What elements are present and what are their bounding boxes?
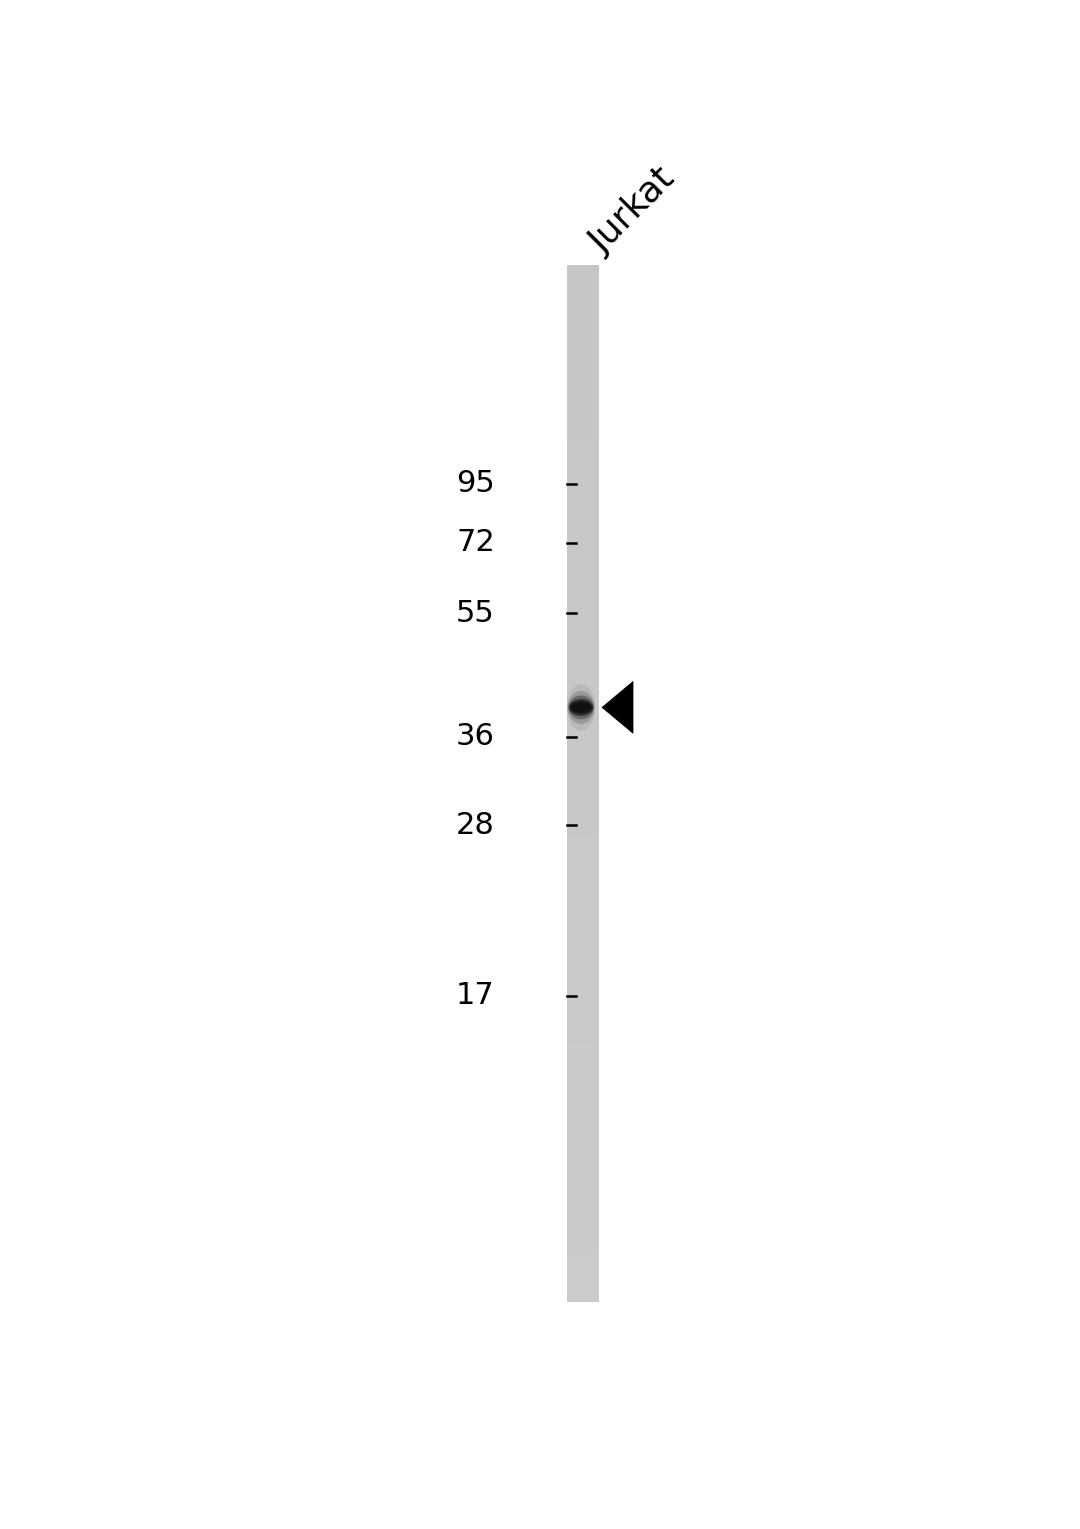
Bar [567,281,598,300]
Bar [567,437,598,456]
Bar [567,1076,598,1095]
Bar [567,317,598,335]
Bar [567,1162,598,1180]
Bar [567,352,598,370]
Bar [567,333,598,352]
Bar [567,989,598,1009]
Bar [567,1093,598,1112]
Bar [567,541,598,560]
Bar [567,524,598,543]
Bar [567,1283,598,1303]
Bar [567,783,598,801]
Text: 95: 95 [456,469,495,498]
Text: 28: 28 [456,810,495,839]
Bar [567,420,598,439]
Ellipse shape [568,696,594,719]
Text: Jurkat: Jurkat [584,162,683,260]
Bar [567,368,598,387]
Ellipse shape [567,683,595,731]
Bar [567,1145,598,1164]
Polygon shape [602,682,633,734]
Bar [567,1128,598,1147]
Bar [567,627,598,645]
Bar [567,575,598,593]
Bar [567,748,598,766]
Bar [567,800,598,818]
Bar [567,489,598,508]
Text: 36: 36 [456,722,495,751]
Bar [567,300,598,318]
Bar [567,1180,598,1199]
Bar [567,679,598,697]
Text: 72: 72 [456,528,495,557]
Bar [567,266,598,1303]
Ellipse shape [569,699,593,716]
Bar [567,868,598,887]
Bar [567,1060,598,1078]
Bar [567,1249,598,1268]
Bar [567,1024,598,1043]
Bar [567,1266,598,1284]
Bar [567,385,598,404]
Bar [567,610,598,628]
Bar [567,920,598,939]
Bar [567,1197,598,1216]
Bar [567,696,598,716]
Bar [567,972,598,991]
Bar [567,714,598,732]
Text: 17: 17 [456,982,495,1011]
Bar [567,835,598,853]
Bar [567,472,598,491]
Bar [567,1214,598,1232]
Bar [567,939,598,957]
Ellipse shape [570,700,593,714]
Bar [567,645,598,664]
Bar [567,265,598,283]
Bar [567,1041,598,1060]
Bar [567,1112,598,1130]
Bar [567,904,598,922]
Bar [567,852,598,870]
Bar [567,956,598,974]
Bar [567,558,598,576]
Text: 55: 55 [456,599,495,628]
Ellipse shape [568,691,595,725]
Bar [567,887,598,905]
Bar [567,1008,598,1026]
Ellipse shape [573,703,589,711]
Bar [567,766,598,784]
Bar [567,593,598,612]
Bar [567,818,598,836]
Bar [567,1232,598,1251]
Ellipse shape [571,702,591,713]
Bar [567,506,598,524]
Bar [567,402,598,422]
Bar [567,662,598,680]
Bar [567,731,598,749]
Bar [567,454,598,472]
